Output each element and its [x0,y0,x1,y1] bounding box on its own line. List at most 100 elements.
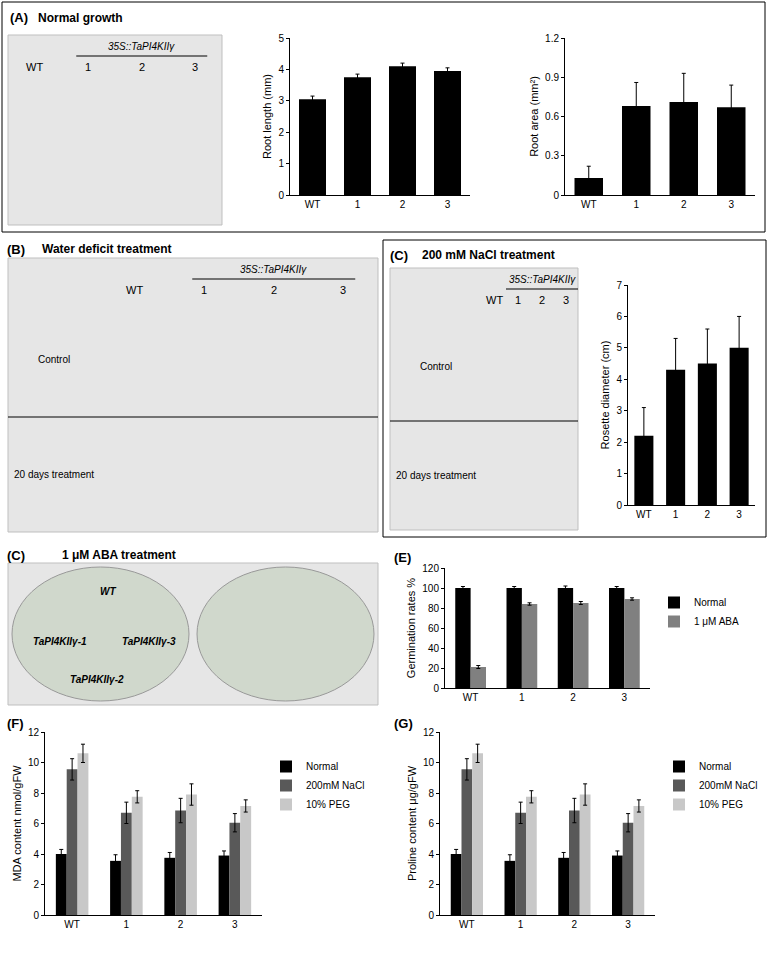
svg-text:1 μM ABA treatment: 1 μM ABA treatment [62,548,176,562]
svg-text:3: 3 [625,919,631,930]
svg-text:2: 2 [570,692,576,703]
svg-text:2: 2 [705,509,711,520]
svg-text:Normal: Normal [699,761,731,772]
svg-text:6: 6 [33,818,39,829]
svg-text:(B): (B) [7,242,25,257]
svg-text:4: 4 [428,849,434,860]
svg-text:1.2: 1.2 [545,33,559,44]
svg-text:WT: WT [463,692,479,703]
svg-text:35S::TaPI4KIIγ: 35S::TaPI4KIIγ [509,274,576,285]
svg-text:Control: Control [420,361,452,372]
svg-text:WT: WT [64,919,80,930]
svg-text:TaPI4KIIγ-2: TaPI4KIIγ-2 [70,674,124,685]
svg-text:3: 3 [340,284,346,296]
svg-text:20 days treatment: 20 days treatment [396,470,476,481]
svg-text:3: 3 [622,692,628,703]
svg-text:0: 0 [278,190,284,201]
svg-text:40: 40 [428,643,440,654]
svg-text:12: 12 [28,727,40,738]
svg-text:2: 2 [178,919,184,930]
svg-text:7: 7 [616,280,622,291]
svg-text:10: 10 [28,757,40,768]
svg-text:WT: WT [486,294,503,306]
svg-text:2: 2 [278,127,284,138]
svg-text:0: 0 [428,910,434,921]
svg-text:20 days treatment: 20 days treatment [14,469,94,480]
svg-text:35S::TaPI4KIIγ: 35S::TaPI4KIIγ [108,41,175,52]
svg-text:1: 1 [616,468,622,479]
svg-text:0: 0 [616,500,622,511]
svg-text:1: 1 [673,509,679,520]
svg-text:(C): (C) [390,248,408,263]
svg-text:3: 3 [192,61,198,73]
svg-text:0.6: 0.6 [545,111,559,122]
svg-text:200mM NaCl: 200mM NaCl [699,780,757,791]
svg-text:10% PEG: 10% PEG [306,799,350,810]
svg-text:200 mM NaCl treatment: 200 mM NaCl treatment [422,248,555,262]
svg-text:2: 2 [572,919,578,930]
svg-text:1: 1 [355,199,361,210]
svg-text:60: 60 [428,623,440,634]
svg-text:5: 5 [616,342,622,353]
svg-text:8: 8 [428,788,434,799]
svg-text:80: 80 [428,603,440,614]
svg-text:Water deficit treatment: Water deficit treatment [42,242,172,256]
svg-text:WT: WT [100,586,116,597]
svg-text:TaPI4KIIγ-3: TaPI4KIIγ-3 [122,636,176,647]
svg-text:10% PEG: 10% PEG [699,799,743,810]
svg-text:0: 0 [33,910,39,921]
svg-text:WT: WT [581,199,597,210]
svg-text:WT: WT [459,919,475,930]
svg-text:2: 2 [616,437,622,448]
svg-text:Germination rates %: Germination rates % [405,578,417,678]
svg-text:1: 1 [515,294,521,306]
svg-text:1: 1 [278,158,284,169]
svg-text:35S::TaPI4KIIγ: 35S::TaPI4KIIγ [240,264,307,275]
svg-text:2: 2 [400,199,406,210]
svg-text:0: 0 [553,190,559,201]
svg-text:Normal: Normal [306,761,338,772]
svg-text:4: 4 [616,374,622,385]
svg-text:2: 2 [428,879,434,890]
svg-text:3: 3 [278,95,284,106]
svg-text:3: 3 [232,919,238,930]
svg-text:6: 6 [428,818,434,829]
svg-text:1: 1 [85,61,91,73]
svg-text:WT: WT [636,509,652,520]
svg-text:0.9: 0.9 [545,72,559,83]
svg-text:0.3: 0.3 [545,150,559,161]
svg-text:Root area (mm²): Root area (mm²) [528,76,540,157]
svg-text:(E): (E) [394,550,411,565]
svg-text:8: 8 [33,788,39,799]
svg-text:3: 3 [736,509,742,520]
svg-text:MDA content nmol/gFW: MDA content nmol/gFW [11,765,23,882]
svg-text:2: 2 [271,284,277,296]
svg-text:(F): (F) [7,716,24,731]
svg-text:(A): (A) [10,10,28,25]
svg-text:100: 100 [422,583,439,594]
svg-text:6: 6 [616,311,622,322]
svg-text:Normal growth: Normal growth [38,11,123,25]
svg-text:2: 2 [33,879,39,890]
svg-text:Control: Control [38,354,70,365]
svg-text:200mM NaCl: 200mM NaCl [306,780,364,791]
svg-text:1 μM ABA: 1 μM ABA [694,616,739,627]
svg-text:1: 1 [519,692,525,703]
svg-text:4: 4 [33,849,39,860]
svg-text:Root length (mm): Root length (mm) [261,74,273,159]
svg-text:Normal: Normal [694,597,726,608]
svg-text:4: 4 [278,64,284,75]
svg-text:2: 2 [139,61,145,73]
svg-text:2: 2 [681,199,687,210]
svg-text:0: 0 [433,683,439,694]
svg-text:3: 3 [563,294,569,306]
svg-text:(C): (C) [7,548,25,563]
svg-text:Proline content μg/gFW: Proline content μg/gFW [406,765,418,881]
svg-text:(G): (G) [394,716,413,731]
svg-text:3: 3 [616,405,622,416]
svg-text:Rosette diameter (cm): Rosette diameter (cm) [599,341,611,450]
svg-text:2: 2 [539,294,545,306]
svg-text:TaPI4KIIγ-1: TaPI4KIIγ-1 [33,636,87,647]
svg-text:120: 120 [422,563,439,574]
svg-text:12: 12 [423,727,435,738]
